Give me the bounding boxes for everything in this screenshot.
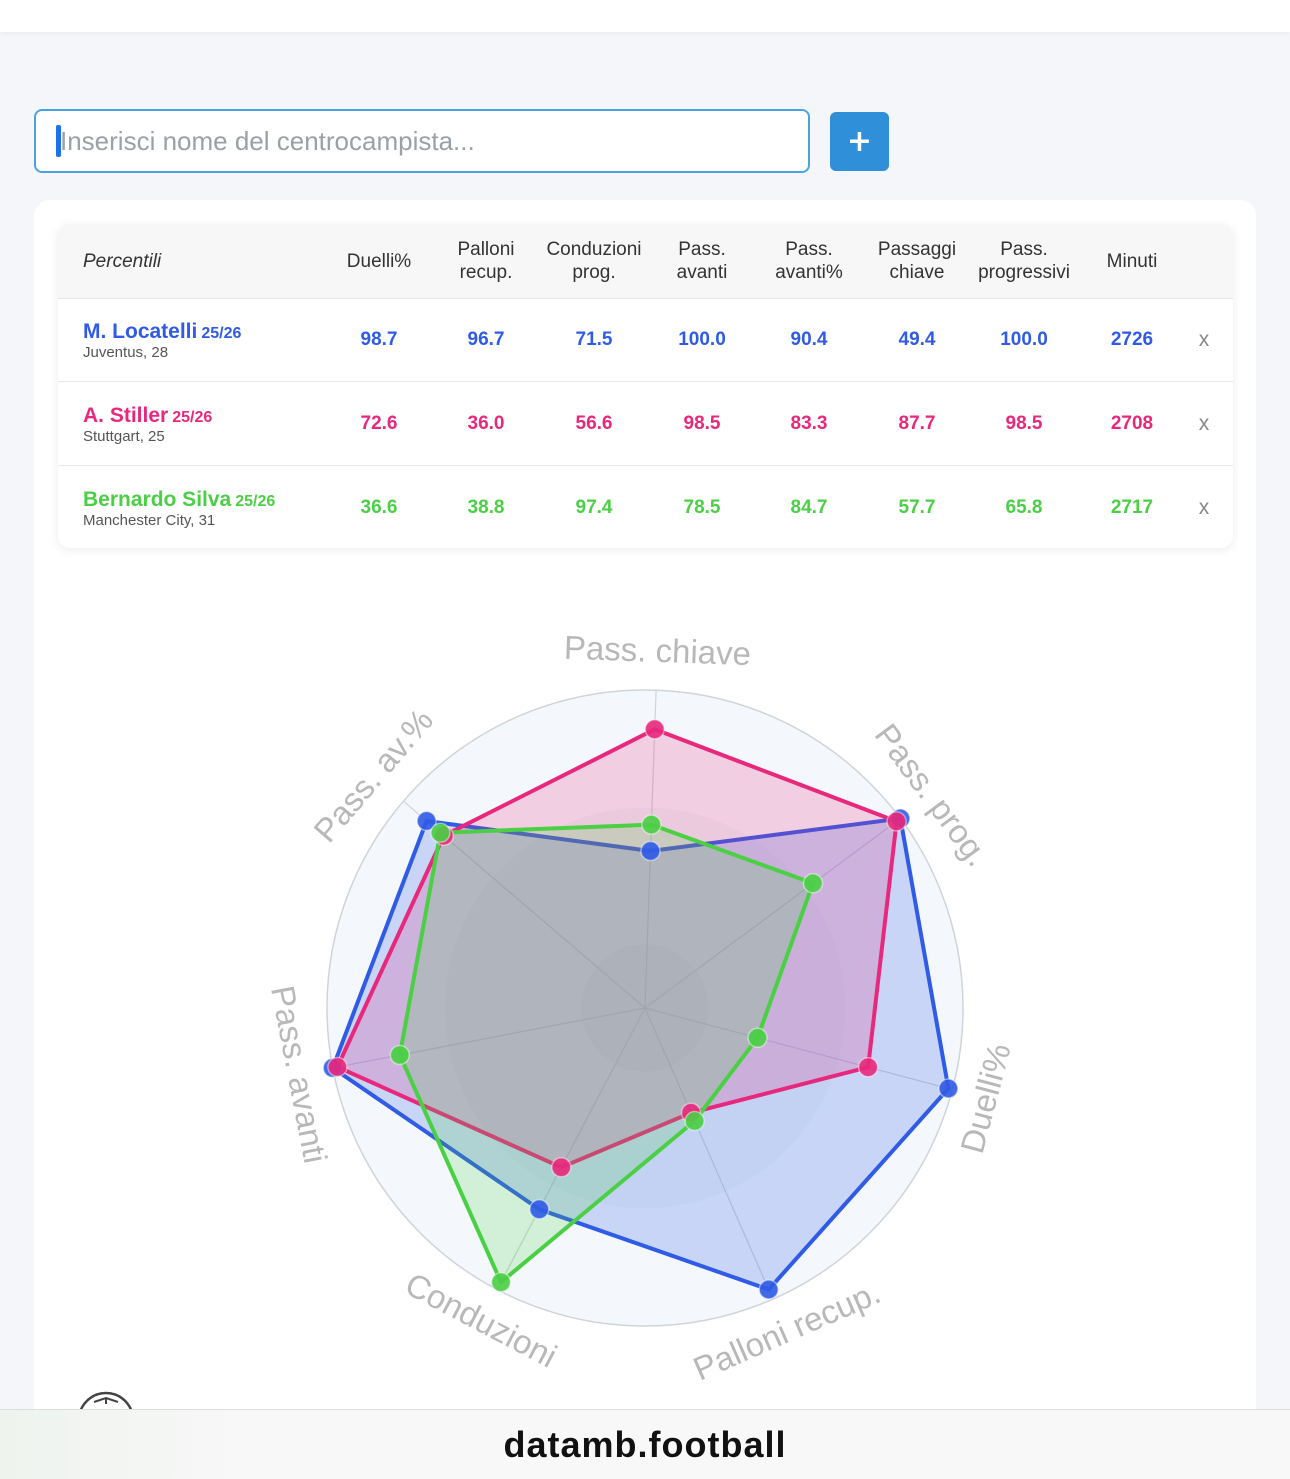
table-cell: 56.6 — [575, 412, 613, 434]
header-duelli: Duelli% — [346, 250, 412, 272]
table-cell: 83.3 — [790, 412, 828, 434]
search-input[interactable] — [36, 111, 800, 171]
table-cell: 97.4 — [575, 496, 613, 518]
data-point — [747, 1027, 768, 1049]
header-pass-avanti: Pass. avanti — [676, 239, 728, 283]
remove-player-button[interactable]: x — [1198, 411, 1210, 435]
table-cell: 98.5 — [683, 412, 721, 434]
player-name-text: A. Stiller — [83, 404, 169, 427]
player-name[interactable]: M. Locatelli 25/26 — [83, 320, 241, 344]
data-point — [684, 1110, 705, 1132]
table-cell: 49.4 — [898, 328, 936, 350]
table-cell: 2726 — [1110, 328, 1154, 350]
table-cell: 65.8 — [1005, 496, 1043, 518]
table-cell: 90.4 — [790, 328, 828, 350]
player-team: Manchester City, 31 — [83, 512, 216, 529]
table-cell: 38.8 — [467, 496, 505, 518]
data-point — [430, 822, 451, 844]
player-name-text: M. Locatelli — [83, 320, 198, 343]
table-cell: 57.7 — [898, 496, 936, 518]
table-cell: 72.6 — [360, 412, 398, 434]
remove-player-button[interactable]: x — [1198, 327, 1210, 351]
data-point — [802, 873, 824, 894]
axis-label: Duelli% — [953, 1039, 1018, 1157]
header-minuti: Minuti — [1106, 250, 1158, 272]
data-point — [886, 811, 907, 832]
header-conduzioni-prog: Conduzioni prog. — [546, 239, 642, 283]
data-point — [551, 1157, 572, 1178]
player-name[interactable]: A. Stiller 25/26 — [83, 404, 212, 428]
table-cell: 78.5 — [683, 496, 721, 518]
footer-brand: datamb.football — [0, 1409, 1290, 1479]
player-team: Juventus, 28 — [83, 344, 169, 361]
axis-label: Pass. avanti — [264, 983, 334, 1167]
data-point — [389, 1044, 411, 1066]
table-cell: 96.7 — [467, 328, 505, 350]
player-season: 25/26 — [201, 325, 242, 342]
header-passaggi-chiave: Passaggi chiave — [877, 239, 957, 283]
data-point — [641, 814, 662, 835]
data-point — [857, 1056, 879, 1078]
header-percentili: Percentili — [83, 250, 162, 272]
table-row: Bernardo Silva 25/26 Manchester City, 31 36… — [58, 466, 1233, 548]
table-cell: 87.7 — [898, 412, 936, 434]
radar-spoke — [496, 1007, 646, 1290]
percentile-table: Percentili Duelli% Palloni recup. Conduz… — [58, 224, 1233, 548]
header-pass-progressivi: Pass. progressivi — [978, 239, 1070, 283]
axis-label: Pass. chiave — [563, 629, 751, 673]
radar-spoke — [644, 1007, 953, 1091]
table-row: M. Locatelli 25/26 Juventus, 28 98.7 96.7 71.… — [58, 298, 1233, 382]
data-point — [644, 719, 665, 740]
table-cell: 98.7 — [360, 328, 398, 350]
table-row: A. Stiller 25/26 Stuttgart, 25 72.6 36.0 56.6… — [58, 382, 1233, 466]
data-point — [327, 1056, 348, 1078]
radar-spoke — [644, 1007, 774, 1300]
player-name-text: Bernardo Silva — [83, 488, 232, 511]
data-point — [529, 1199, 550, 1220]
table-cell: 2717 — [1110, 496, 1154, 518]
player-team: Stuttgart, 25 — [83, 428, 165, 445]
radar-spoke — [332, 1007, 646, 1069]
data-point — [416, 810, 437, 832]
text-caret — [56, 125, 61, 157]
table-cell: 36.6 — [360, 496, 398, 518]
header-palloni-recup: Palloni recup. — [457, 239, 515, 283]
header-pass-avanti-pct: Pass. avanti% — [775, 239, 843, 283]
radar-spoke — [644, 818, 901, 1009]
data-point — [758, 1279, 779, 1300]
remove-player-button[interactable]: x — [1198, 495, 1210, 519]
table-cell: 71.5 — [575, 328, 613, 350]
top-bar — [0, 0, 1290, 32]
data-point — [938, 1078, 959, 1099]
data-point — [490, 1271, 512, 1293]
series-area — [397, 822, 815, 1285]
table-header: Percentili Duelli% Palloni recup. Conduz… — [58, 224, 1233, 299]
football-icon — [79, 1391, 133, 1410]
table-cell: 36.0 — [467, 412, 505, 434]
player-season: 25/26 — [172, 409, 213, 426]
add-player-button[interactable]: + — [830, 112, 889, 171]
search-box[interactable] — [34, 109, 810, 173]
player-name[interactable]: Bernardo Silva 25/26 — [83, 488, 275, 512]
table-cell: 98.5 — [1005, 412, 1043, 434]
table-cell: 2708 — [1110, 412, 1154, 434]
table-cell: 100.0 — [678, 328, 726, 350]
table-cell: 100.0 — [1000, 328, 1048, 350]
data-point — [640, 840, 661, 862]
series-area — [335, 727, 899, 1170]
table-cell: 84.7 — [790, 496, 828, 518]
player-season: 25/26 — [235, 493, 276, 510]
